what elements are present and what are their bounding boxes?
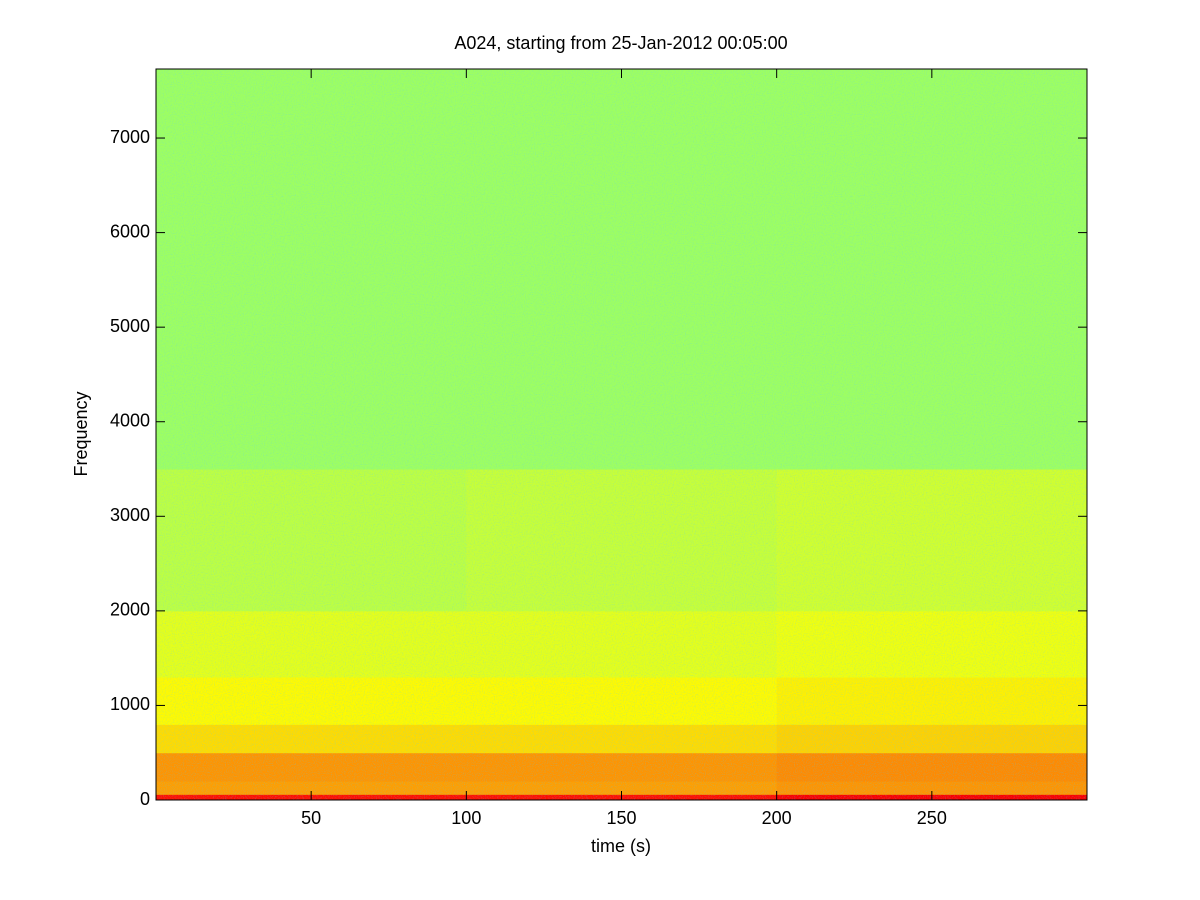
y-tick-label: 4000 bbox=[110, 410, 150, 430]
x-tick-label: 100 bbox=[451, 808, 481, 828]
chart-title: A024, starting from 25-Jan-2012 00:05:00 bbox=[454, 33, 787, 53]
x-tick-label: 200 bbox=[762, 808, 792, 828]
y-tick-label: 5000 bbox=[110, 316, 150, 336]
y-tick-label: 6000 bbox=[110, 221, 150, 241]
y-tick-label: 7000 bbox=[110, 127, 150, 147]
noise-texture bbox=[156, 69, 1087, 800]
x-tick-label: 150 bbox=[606, 808, 636, 828]
y-tick-label: 2000 bbox=[110, 600, 150, 620]
y-tick-label: 0 bbox=[140, 789, 150, 809]
x-axis-label: time (s) bbox=[591, 836, 651, 856]
y-tick-label: 3000 bbox=[110, 505, 150, 525]
x-tick-label: 50 bbox=[301, 808, 321, 828]
y-axis-label: Frequency bbox=[71, 391, 91, 476]
x-tick-label: 250 bbox=[917, 808, 947, 828]
y-tick-label: 1000 bbox=[110, 694, 150, 714]
